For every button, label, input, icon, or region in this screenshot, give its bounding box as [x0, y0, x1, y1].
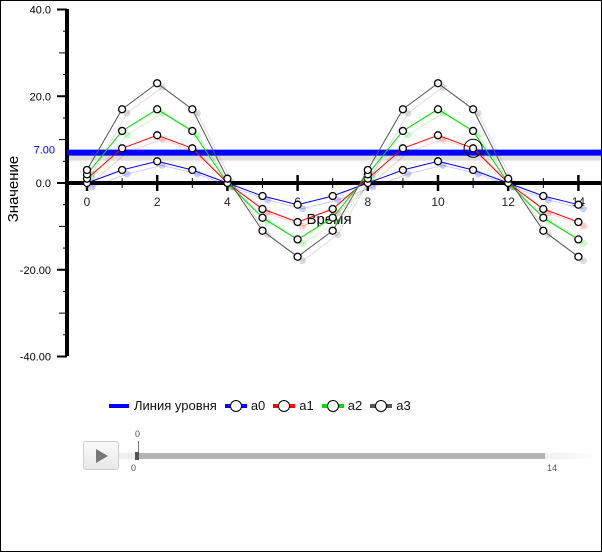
data-point [539, 204, 548, 214]
legend: Линия уровня a0 a1 a2 a3 [109, 398, 419, 413]
slider-current-label: 0 [135, 429, 141, 439]
slider-min-label: 0 [131, 463, 137, 473]
y-tick-label: 20.0 [30, 91, 51, 103]
time-slider[interactable] [119, 452, 599, 460]
data-point [468, 144, 478, 153]
play-button[interactable] [83, 441, 119, 470]
data-point [117, 144, 127, 153]
series-a3 [82, 79, 583, 261]
legend-marker-swatch [370, 399, 393, 412]
data-point [293, 252, 302, 261]
data-point [188, 165, 197, 175]
data-point [293, 217, 302, 227]
legend-label: a1 [299, 398, 314, 413]
data-point [258, 213, 267, 222]
data-point [328, 213, 337, 222]
level-line [67, 149, 601, 156]
data-point [539, 226, 548, 235]
legend-label: a2 [347, 398, 363, 413]
data-point [223, 174, 232, 183]
data-point [153, 131, 162, 140]
y-tick-label: 0.0 [36, 178, 51, 190]
x-tick-label: 0 [84, 195, 91, 209]
legend-line-swatch [109, 403, 129, 408]
data-point [433, 157, 443, 166]
y-tick-label: 40.0 [30, 5, 51, 17]
x-tick-label: 2 [154, 195, 161, 209]
data-point [574, 217, 583, 227]
data-point [82, 165, 92, 175]
data-point [258, 191, 267, 201]
data-point [153, 157, 162, 166]
legend-label: Линия уровня [134, 398, 217, 413]
data-point [468, 126, 478, 136]
data-point [188, 126, 197, 136]
data-point [539, 213, 548, 222]
chart-plot: Значение Время 40.020.00.0-20.00-40.007.… [5, 5, 601, 364]
data-point [468, 165, 478, 175]
x-tick-label: 4 [224, 195, 231, 209]
data-point [117, 165, 127, 175]
data-point [153, 105, 162, 114]
series-shadow-a1 [91, 138, 584, 227]
legend-marker-swatch [321, 399, 344, 412]
legend-item-a2[interactable]: a2 [321, 398, 363, 413]
level-line-shadow [67, 153, 601, 161]
data-point [258, 226, 267, 235]
data-point [117, 105, 127, 114]
data-point [398, 126, 408, 136]
y-tick-label: -20.00 [20, 265, 51, 277]
data-point [188, 144, 197, 153]
slider-current-marker [138, 441, 139, 454]
slider-track-fill [135, 453, 545, 459]
data-point [433, 131, 443, 140]
data-point [468, 105, 478, 114]
legend-item-a3[interactable]: a3 [370, 398, 411, 413]
legend-marker-swatch [273, 399, 296, 412]
data-point [398, 165, 408, 175]
data-point [398, 144, 408, 153]
legend-item-a1[interactable]: a1 [273, 398, 314, 413]
data-point [398, 105, 408, 114]
data-point [117, 126, 127, 136]
x-tick-label: 12 [502, 195, 516, 209]
data-point [188, 105, 197, 114]
data-point [328, 226, 337, 235]
data-point [574, 200, 583, 209]
data-point [328, 204, 337, 214]
legend-label: a3 [396, 398, 411, 413]
y-tick-label: -40.00 [20, 352, 51, 364]
data-point [258, 204, 267, 214]
data-point [433, 79, 443, 88]
x-tick-label: 10 [431, 195, 445, 209]
data-point [433, 105, 443, 114]
x-tick-label: 8 [364, 195, 371, 209]
data-point [574, 252, 583, 261]
y-axis-title: Значение [5, 156, 22, 223]
data-point [574, 235, 583, 244]
data-point [153, 79, 162, 88]
level-value-label: 7.00 [34, 145, 55, 157]
data-point [328, 191, 337, 201]
slider-thumb[interactable] [135, 452, 139, 460]
legend-marker-swatch [224, 399, 247, 412]
data-point [539, 191, 548, 201]
slider-max-label: 14 [547, 463, 558, 473]
highlight-marker[interactable] [463, 138, 483, 158]
legend-item-a0[interactable]: a0 [224, 398, 266, 413]
data-point [363, 165, 372, 175]
data-point [504, 174, 513, 183]
data-point [293, 200, 302, 209]
data-point [293, 235, 302, 244]
legend-label: a0 [250, 398, 266, 413]
legend-item-level[interactable]: Линия уровня [109, 398, 217, 413]
